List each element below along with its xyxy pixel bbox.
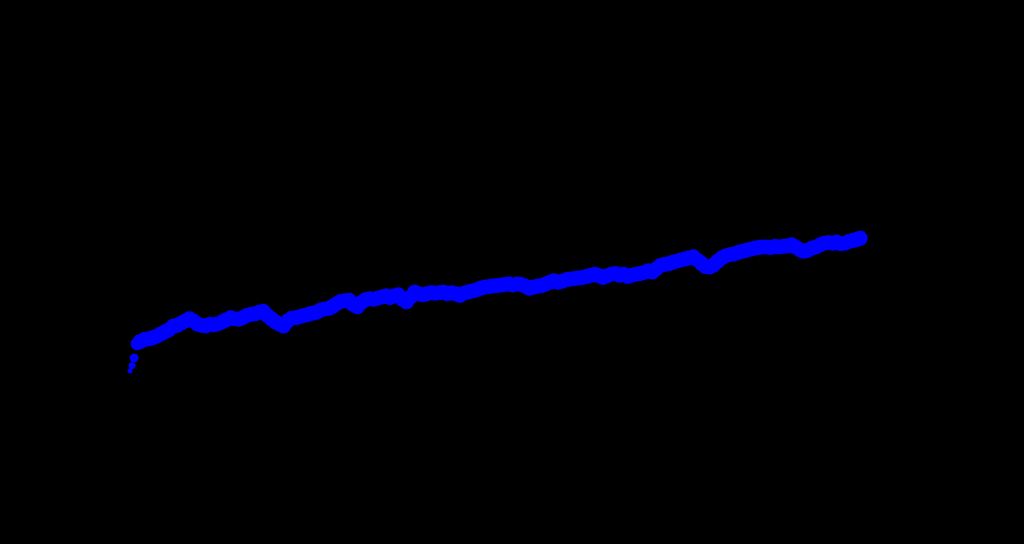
data-point [127,368,133,374]
data-point [129,353,139,363]
data-point [128,362,136,370]
data-points [127,230,868,374]
data-point [852,230,868,246]
